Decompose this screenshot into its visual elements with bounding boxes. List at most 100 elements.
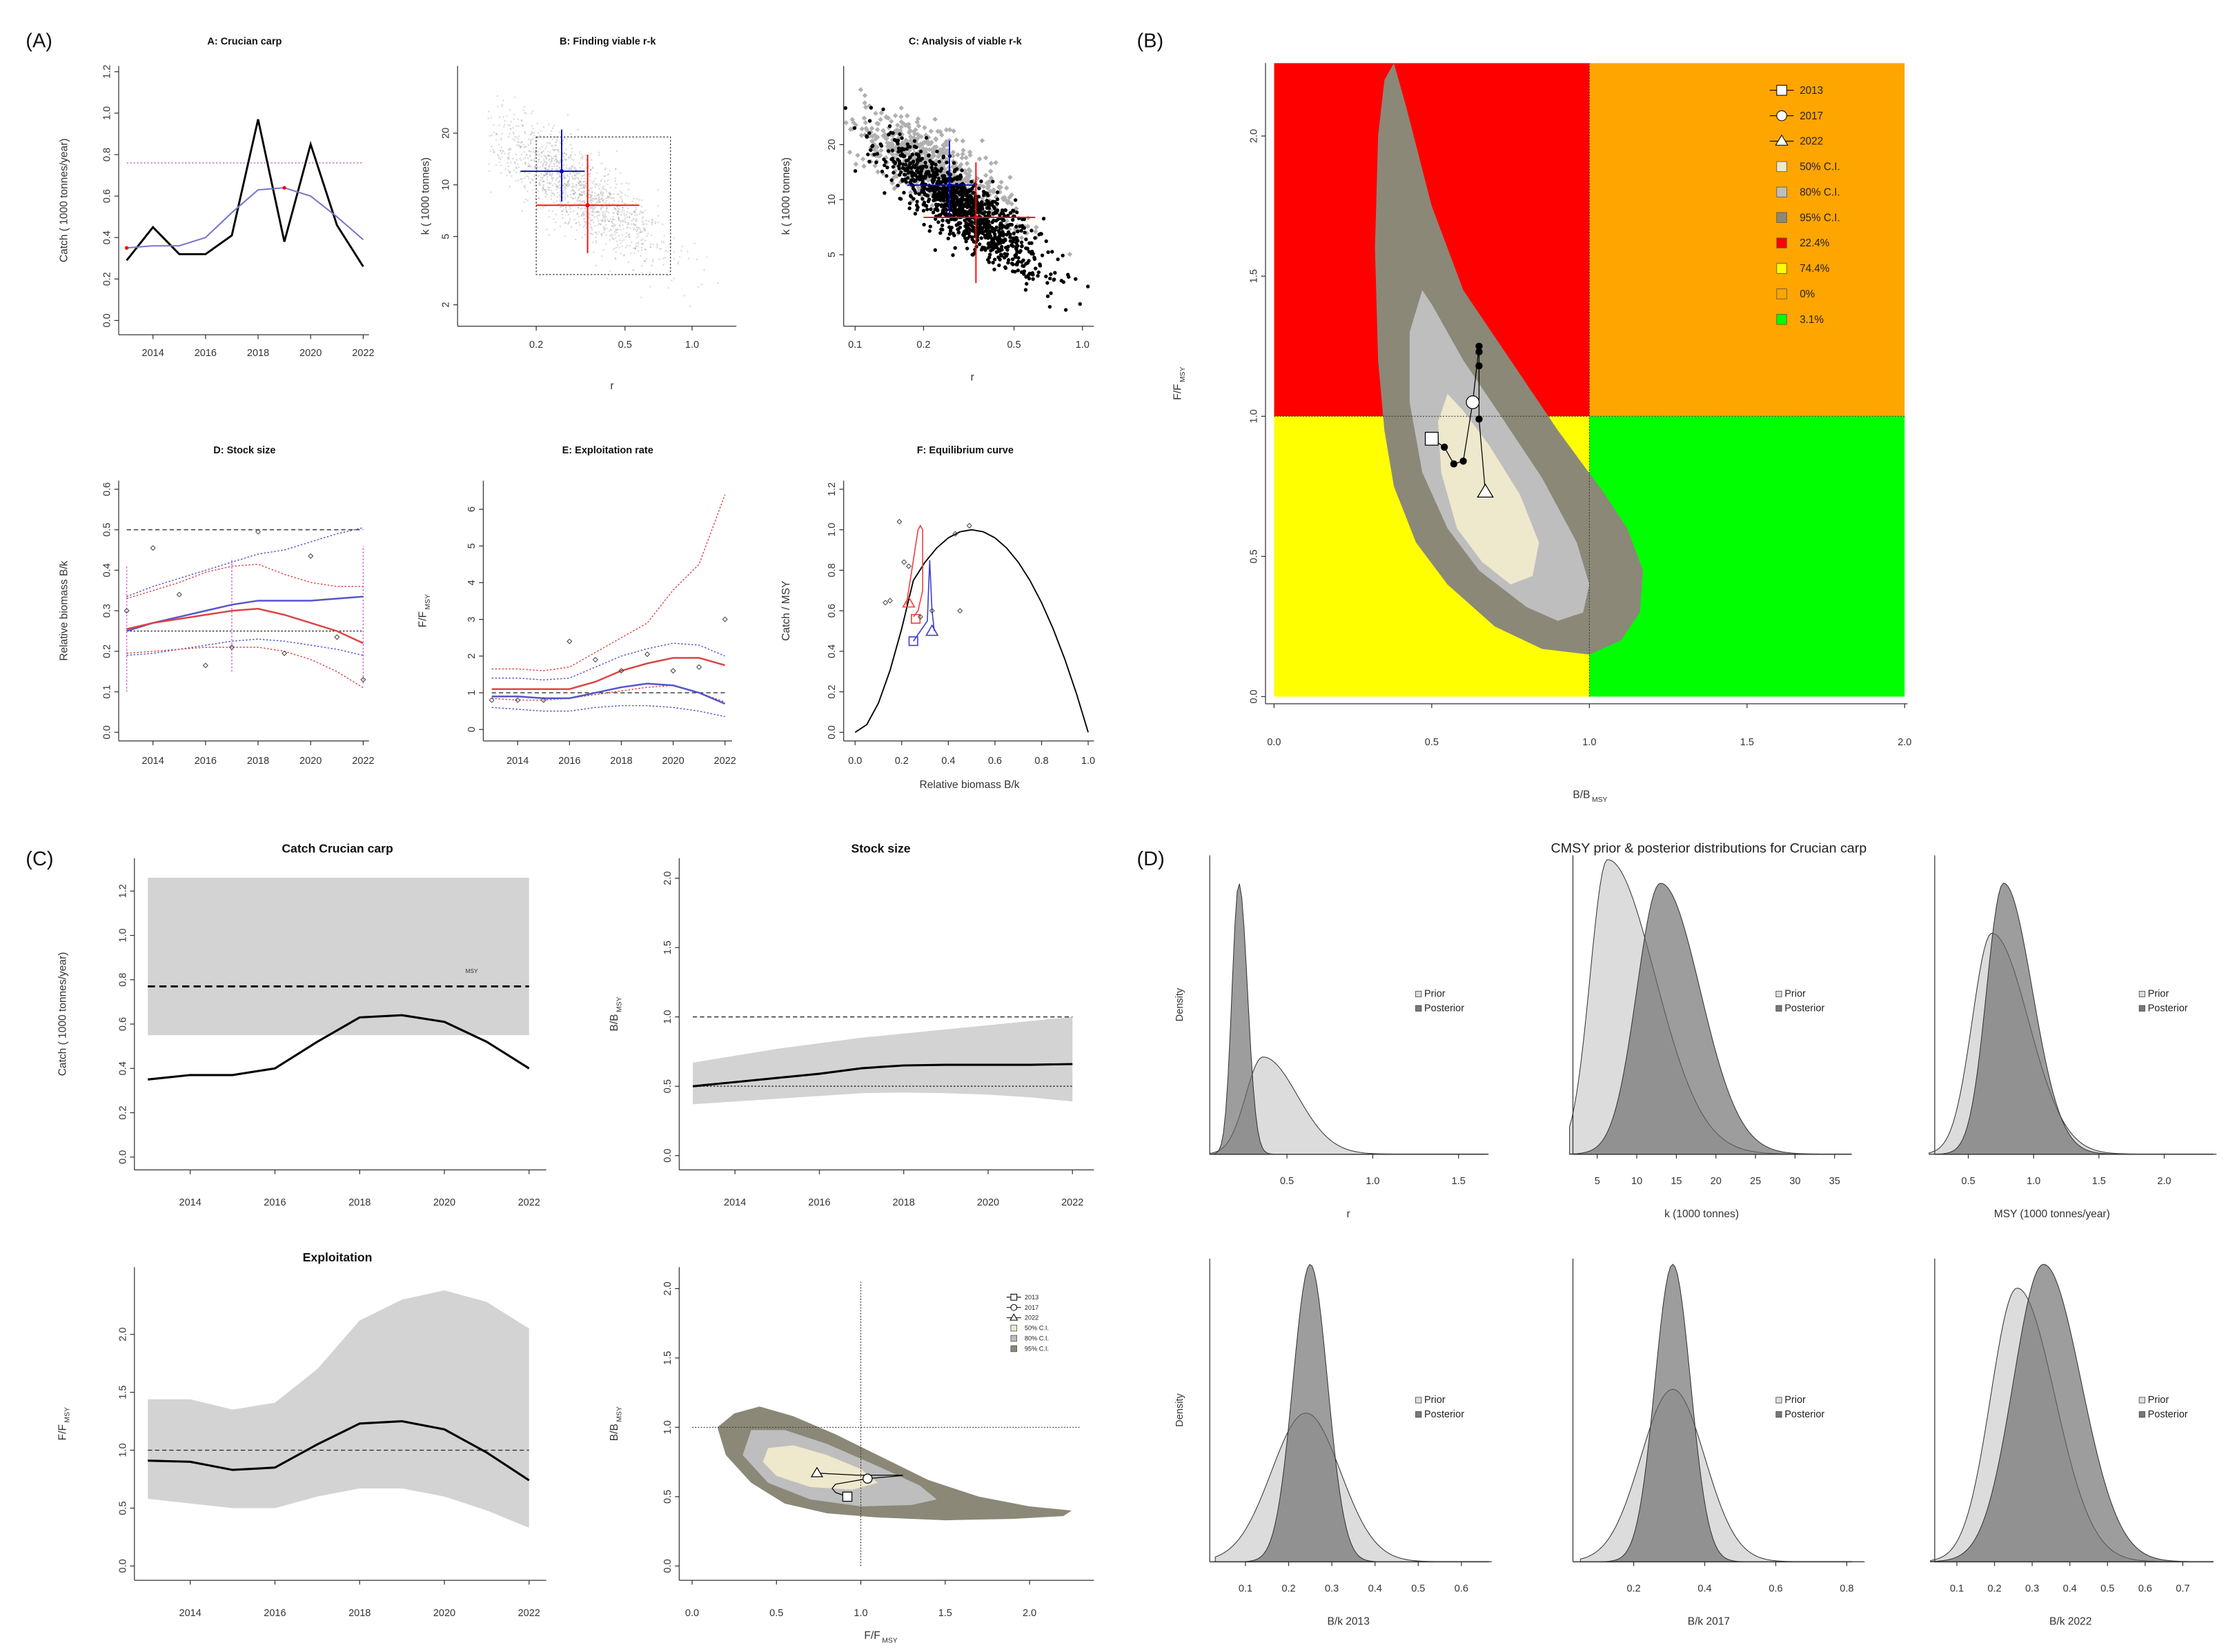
r-k-point [602, 227, 604, 230]
r-k-point [524, 111, 526, 114]
r-k-point [616, 213, 619, 216]
r-k-point [525, 175, 528, 177]
r-k-point [540, 161, 542, 163]
series-cmsy-upper [491, 642, 725, 681]
r-k-point [971, 187, 976, 193]
r-k-point [649, 271, 651, 274]
r-k-point [543, 154, 545, 157]
r-k-point [567, 185, 569, 187]
r-k-point [575, 168, 577, 171]
b-median-line [692, 1063, 1073, 1088]
r-k-point [500, 137, 502, 139]
r-k-point [928, 224, 932, 228]
r-k-point [635, 219, 638, 222]
series-cmsy-start [908, 636, 918, 647]
r-k-point [619, 205, 621, 208]
r-k-point [543, 158, 545, 161]
y-tick-label-wrap: 1.5 [1249, 269, 1260, 283]
r-k-point [544, 168, 547, 170]
r-k-point [509, 147, 511, 150]
r-k-point [593, 210, 596, 213]
r-k-point [540, 155, 542, 158]
r-k-point [941, 218, 945, 223]
r-k-point [545, 155, 547, 158]
observations-point [957, 608, 963, 614]
r-k-point [1010, 257, 1015, 262]
r-k-point [547, 154, 549, 157]
r-k-point [535, 155, 537, 157]
r-k-point [956, 200, 961, 204]
r-k-point [943, 127, 949, 132]
legend-label: Posterior [1424, 1003, 1464, 1014]
r-k-point [611, 236, 613, 239]
trajectory-point [1475, 348, 1483, 356]
legend-label: 50% C.I. [1800, 161, 1840, 173]
y-tick-label: 0.6 [102, 189, 113, 203]
r-k-point [589, 207, 592, 210]
r-k-point [507, 136, 510, 138]
x-tick-label: 0.6 [2138, 1584, 2152, 1595]
contour-50ci [762, 1445, 878, 1490]
r-k-point [579, 194, 581, 196]
r-k-point [905, 176, 910, 180]
y-tick-label: 0.5 [102, 523, 113, 537]
y-tick-label: 0.0 [102, 313, 113, 327]
r-k-point [634, 224, 637, 226]
r-k-point [534, 166, 537, 168]
r-k-point [932, 117, 938, 122]
x-tick-label: 2022 [1061, 1197, 1083, 1208]
r-k-point [493, 151, 495, 154]
r-k-point [561, 213, 564, 215]
r-k-point [891, 165, 896, 169]
r-k-point [618, 193, 620, 195]
r-k-point [570, 196, 572, 199]
r-k-point [649, 246, 651, 248]
r-k-point [604, 220, 607, 222]
r-k-point [498, 144, 500, 146]
r-k-point [656, 243, 658, 245]
r-k-point [628, 216, 631, 219]
r-k-point [960, 151, 965, 157]
x-tick-label: 25 [1750, 1176, 1761, 1187]
r-k-point [591, 203, 593, 205]
r-k-point [673, 237, 675, 239]
r-k-point [575, 176, 578, 179]
r-k-point [512, 138, 514, 140]
r-k-point [577, 197, 579, 200]
r-k-point [667, 250, 669, 253]
r-k-point [575, 173, 578, 175]
r-k-point [551, 138, 554, 141]
r-k-point [631, 220, 633, 222]
legend-item-prior: Prior [1775, 1395, 1806, 1406]
trajectory-point [1475, 415, 1483, 423]
r-k-point [607, 195, 609, 197]
r-k-point [567, 181, 569, 183]
r-k-point [489, 135, 491, 137]
x-tick-label: 2014 [179, 1608, 201, 1619]
r-k-point [936, 195, 940, 199]
viable-estimate-point [559, 169, 564, 174]
r-k-point [644, 260, 647, 262]
chart-title: E: Exploitation rate [562, 445, 653, 456]
r-k-point [618, 219, 620, 222]
r-k-point [873, 110, 878, 116]
r-k-point [616, 150, 618, 153]
r-k-point [585, 215, 587, 217]
y-tick-label-wrap: 0.2 [102, 272, 113, 286]
trajectory-2017-circle [1466, 395, 1480, 409]
cpue-index-point [334, 634, 340, 640]
r-k-point [515, 167, 518, 170]
r-k-point [547, 150, 549, 153]
r-k-point [612, 215, 614, 218]
legend-item-prior: Prior [2138, 1395, 2169, 1406]
r-k-point [569, 154, 572, 156]
r-k-point [538, 136, 540, 139]
x-tick-label: 0.5 [769, 1608, 783, 1619]
y-axis-label-sub: MSY [64, 1407, 72, 1423]
r-k-point [531, 112, 533, 115]
r-k-point [1003, 265, 1007, 269]
r-k-point [1030, 241, 1034, 245]
x-axis-label-text: k (1000 tonnes) [1664, 1208, 1739, 1220]
